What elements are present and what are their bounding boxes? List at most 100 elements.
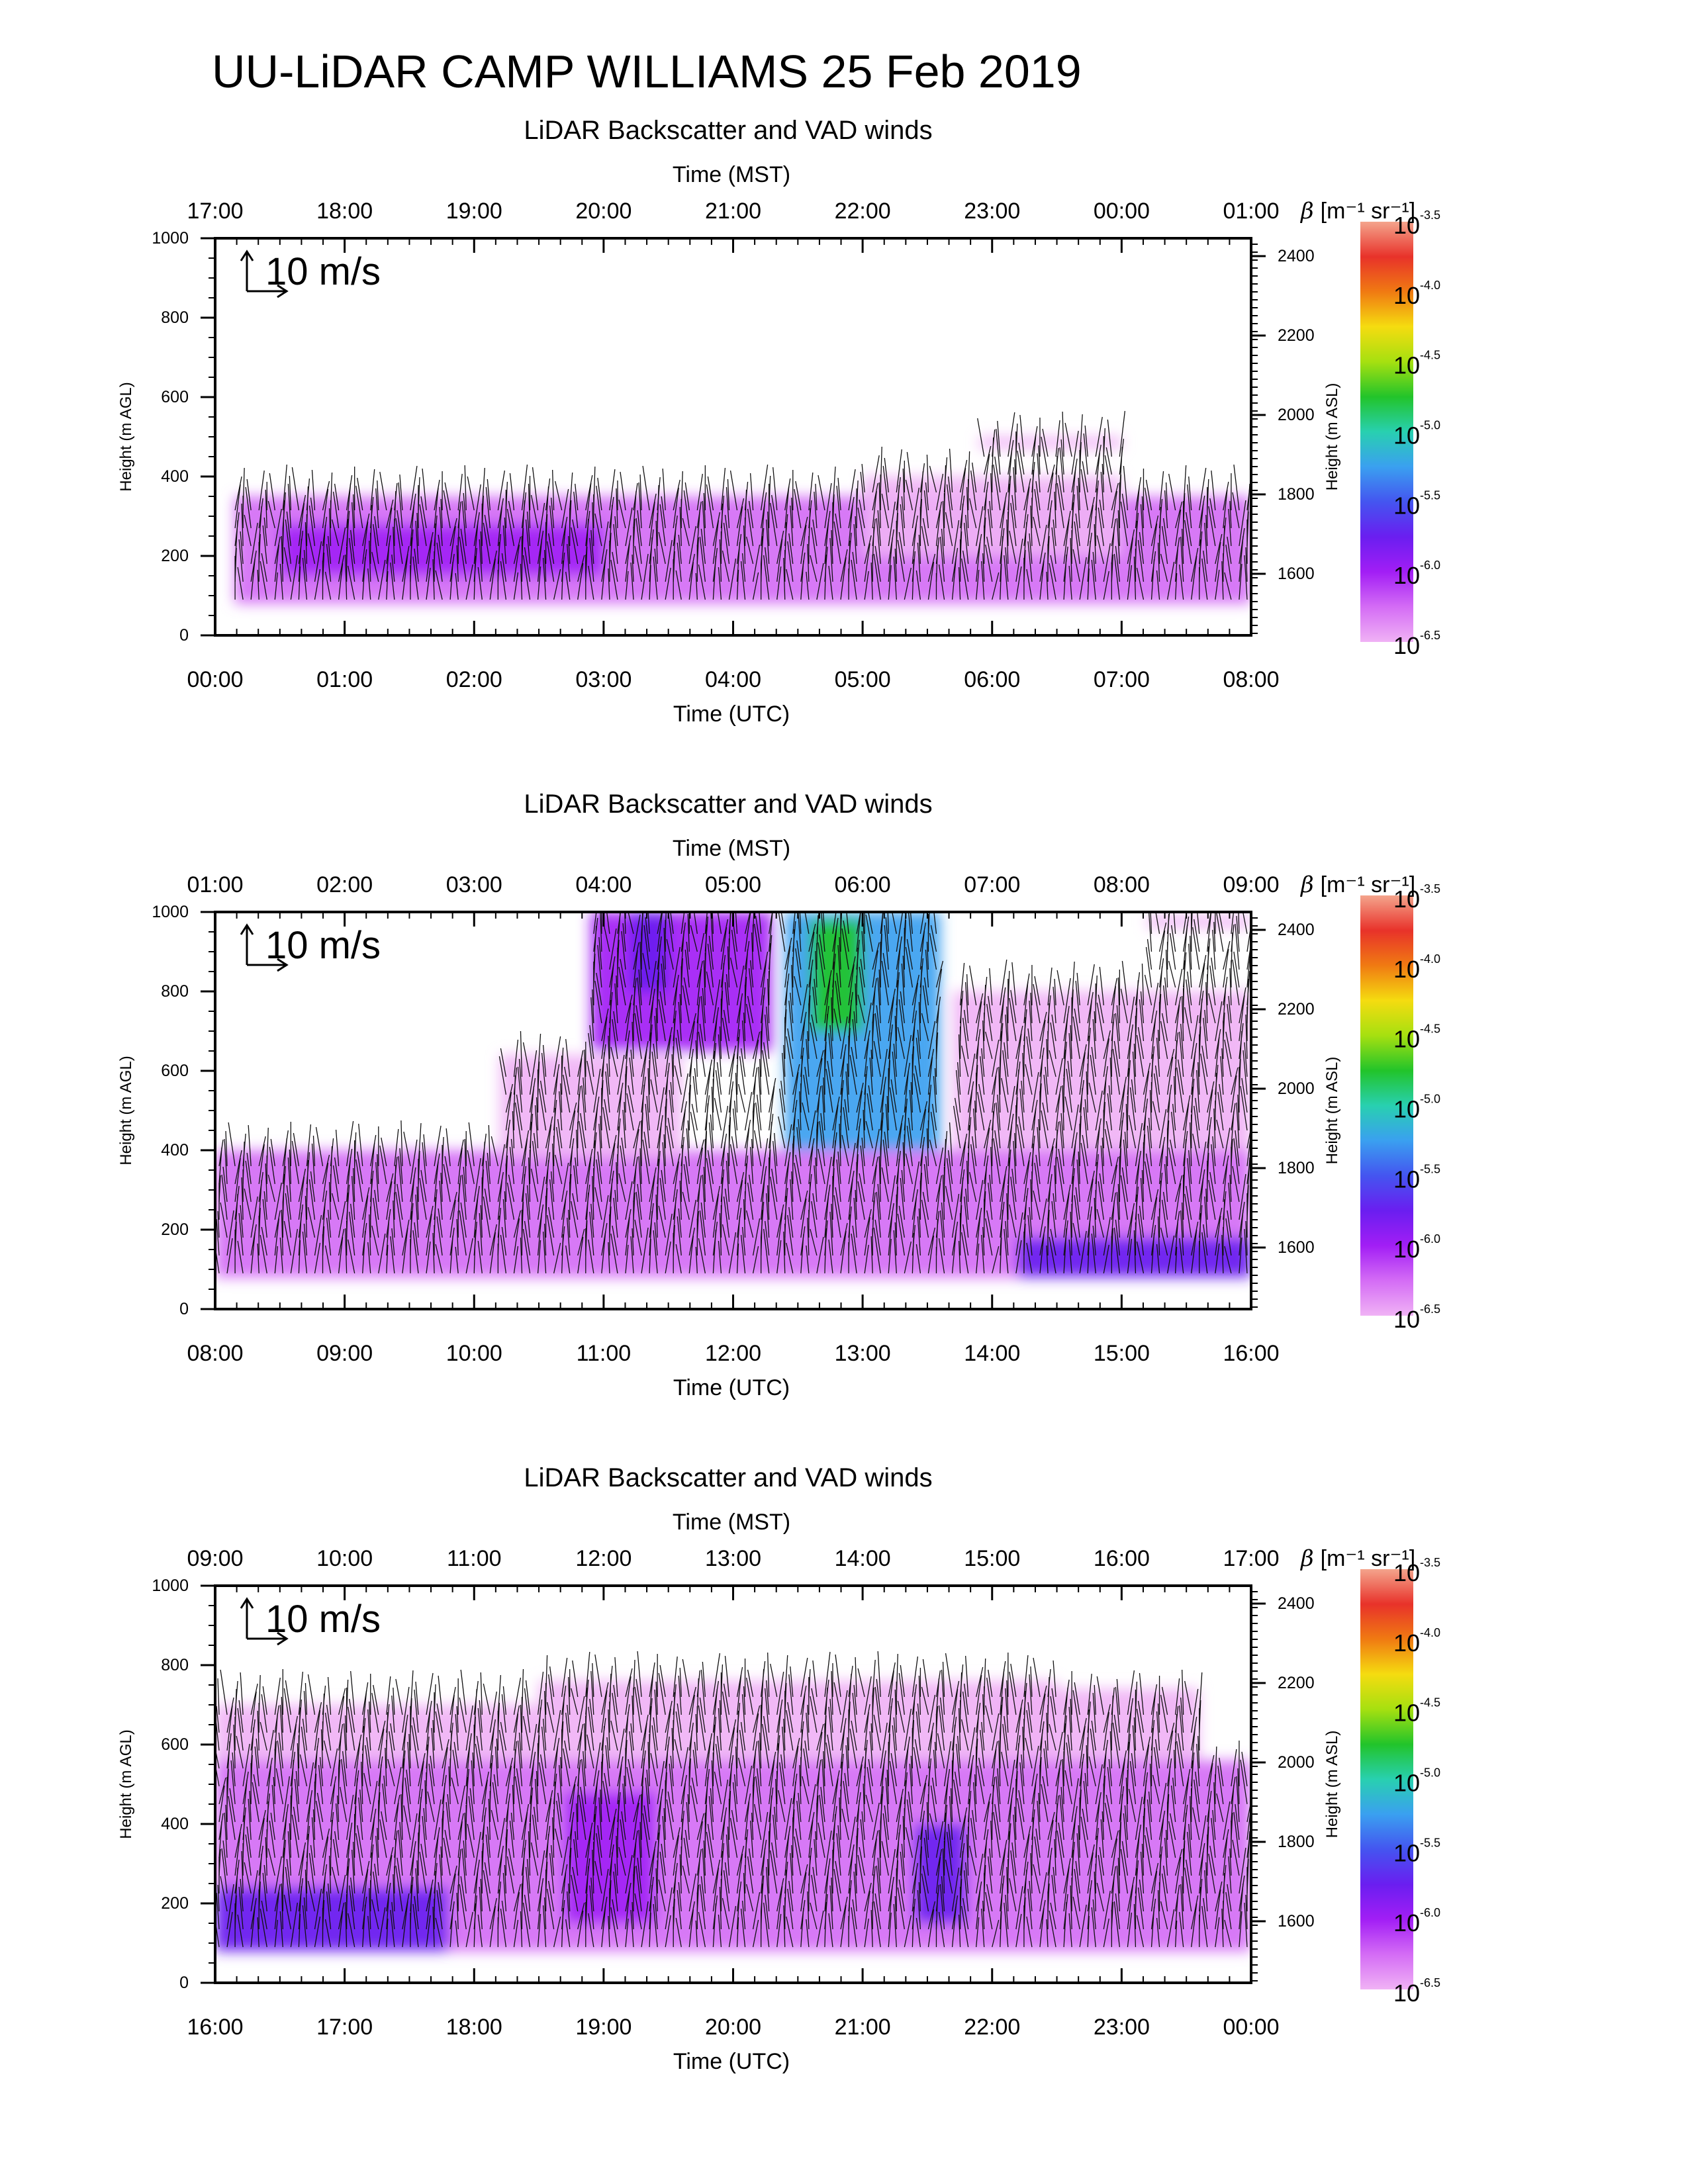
wind-arrow	[283, 1688, 292, 1733]
wind-arrow	[250, 522, 258, 565]
wind-arrow	[1244, 1042, 1248, 1077]
wind-arrow	[468, 1122, 475, 1167]
wind-arrow	[671, 1727, 674, 1769]
wind-arrow	[1103, 1918, 1109, 1948]
wind-arrow	[1116, 1865, 1121, 1912]
wind-arrow	[832, 1841, 835, 1876]
wind-arrow	[1087, 532, 1092, 565]
wind-arrow	[338, 1688, 346, 1715]
wind-arrow	[1103, 1739, 1108, 1769]
wind-arrow	[226, 1238, 233, 1274]
wind-arrow	[290, 1902, 299, 1948]
wind-arrow	[1103, 1216, 1111, 1256]
wind-arrow	[1133, 556, 1137, 600]
wind-arrow	[673, 487, 679, 529]
wind-arrow	[335, 1129, 340, 1167]
wind-arrow	[1060, 1113, 1064, 1149]
wind-arrow	[505, 1083, 514, 1113]
wind-arrow	[352, 1849, 355, 1894]
wind-arrow	[766, 1866, 770, 1912]
wind-arrow	[760, 987, 766, 1024]
wind-arrow	[935, 501, 943, 529]
wind-arrow	[378, 1233, 386, 1274]
wind-arrow	[736, 506, 743, 547]
wind-arrow	[1150, 523, 1158, 565]
wind-arrow	[900, 1664, 905, 1698]
wind-arrow	[1186, 1185, 1192, 1220]
wind-arrow	[888, 1060, 890, 1095]
wind-arrow	[776, 1913, 782, 1948]
wind-arrow	[696, 1210, 699, 1238]
wind-arrow	[237, 1707, 244, 1751]
wind-arrow	[677, 1029, 682, 1060]
wind-arrow	[773, 467, 778, 511]
wind-arrow	[489, 1719, 496, 1751]
wind-arrow	[522, 1042, 531, 1077]
wind-arrow	[919, 958, 924, 988]
wind-arrow	[722, 1691, 730, 1733]
wind-arrow	[700, 1669, 706, 1715]
wind-arrow	[1023, 1825, 1031, 1858]
wind-arrow	[673, 1835, 679, 1876]
wind-arrow	[927, 1730, 933, 1769]
wind-arrow	[1033, 983, 1041, 1024]
wind-arrow	[559, 1091, 563, 1131]
wind-arrow	[541, 1726, 547, 1769]
wind-arrow	[720, 1843, 725, 1876]
wind-arrow	[877, 510, 881, 547]
wind-arrow	[1054, 1165, 1056, 1203]
wind-arrow	[806, 1712, 810, 1751]
wind-arrow	[547, 1880, 555, 1912]
wind-arrow	[804, 1066, 810, 1095]
wind-arrow	[1086, 1745, 1088, 1787]
wind-arrow	[436, 1703, 443, 1733]
wind-arrow	[906, 451, 914, 493]
wind-arrow	[1228, 1182, 1232, 1220]
wind-arrow	[1129, 1087, 1137, 1131]
wind-arrow	[593, 1805, 597, 1841]
wind-arrow	[1111, 985, 1116, 1024]
colorbar-gradient	[1360, 895, 1413, 1316]
wind-arrow	[1098, 507, 1104, 547]
wind-arrow	[673, 946, 680, 988]
wind-arrow	[868, 1085, 873, 1113]
wind-arrow	[1207, 1152, 1209, 1185]
y2-tick-label: 1600	[1278, 565, 1315, 583]
wind-arrow	[753, 1803, 762, 1841]
wind-arrow	[282, 1839, 286, 1876]
wind-arrow	[561, 1872, 567, 1912]
x-tick-label: 04:00	[705, 667, 761, 692]
backscatter-region	[279, 524, 604, 576]
wind-arrow	[896, 1122, 902, 1167]
wind-arrow	[411, 1725, 419, 1769]
wind-arrow	[912, 1161, 920, 1203]
wind-arrow	[310, 497, 316, 529]
wind-arrow	[885, 1777, 889, 1823]
wind-arrow	[851, 1046, 857, 1077]
wind-arrow	[935, 1210, 940, 1238]
wind-arrow	[872, 1838, 877, 1876]
wind-arrow	[1201, 1232, 1208, 1274]
wind-arrow	[1014, 1132, 1017, 1167]
wind-arrow	[736, 498, 745, 529]
wind-arrow	[504, 1864, 507, 1894]
wind-arrow	[687, 1120, 690, 1149]
wind-arrow	[513, 1891, 520, 1930]
wind-arrow	[332, 1165, 340, 1203]
wind-arrow	[966, 1160, 969, 1203]
wind-arrow	[1035, 480, 1041, 511]
wind-arrow	[1046, 1919, 1049, 1948]
wind-arrow	[1039, 1047, 1045, 1077]
wind-arrow	[459, 536, 467, 582]
wind-arrow	[580, 1113, 586, 1149]
wind-arrow	[546, 541, 555, 582]
wind-arrow	[1010, 1850, 1017, 1894]
wind-arrow	[881, 493, 889, 529]
wind-arrow	[1064, 1770, 1072, 1805]
wind-arrow	[800, 1685, 807, 1715]
wind-arrow	[864, 1216, 870, 1256]
wind-arrow	[600, 912, 602, 952]
wind-arrow	[393, 1687, 395, 1715]
wind-arrow	[1095, 1090, 1103, 1131]
wind-arrow	[976, 1064, 978, 1095]
